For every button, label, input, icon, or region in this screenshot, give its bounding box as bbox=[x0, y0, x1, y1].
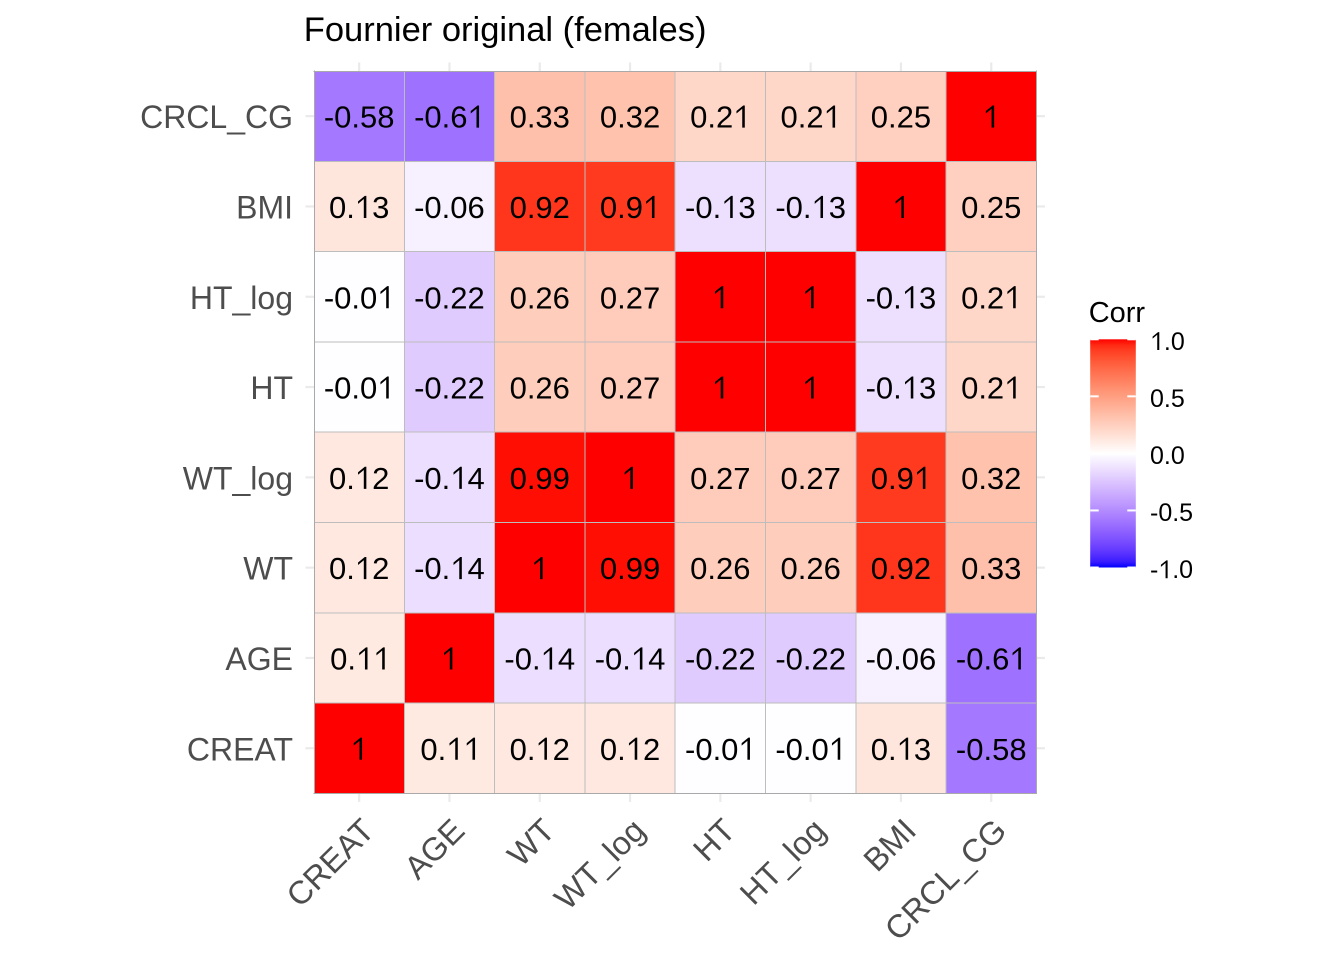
svg-text:0.27: 0.27 bbox=[780, 461, 840, 496]
svg-text:-0.22: -0.22 bbox=[414, 280, 485, 315]
svg-text:-0.14: -0.14 bbox=[414, 461, 485, 496]
svg-text:HT: HT bbox=[250, 370, 293, 406]
svg-text:0.26: 0.26 bbox=[510, 371, 570, 406]
svg-text:CREAT: CREAT bbox=[187, 731, 293, 767]
svg-text:0.27: 0.27 bbox=[690, 461, 750, 496]
svg-text:-0.13: -0.13 bbox=[866, 371, 937, 406]
svg-text:0.99: 0.99 bbox=[510, 461, 570, 496]
svg-text:-: - bbox=[1150, 556, 1158, 584]
svg-text:-0.06: -0.06 bbox=[414, 190, 485, 225]
svg-text:0.25: 0.25 bbox=[961, 190, 1021, 225]
svg-text:0.33: 0.33 bbox=[961, 551, 1021, 586]
svg-text:-0.14: -0.14 bbox=[595, 641, 666, 676]
svg-text:-0.14: -0.14 bbox=[414, 551, 485, 586]
svg-text:0.33: 0.33 bbox=[510, 100, 570, 135]
svg-text:-0.06: -0.06 bbox=[866, 641, 937, 676]
svg-text:0.26: 0.26 bbox=[780, 551, 840, 586]
svg-text:BMI: BMI bbox=[236, 189, 293, 225]
svg-text:0.27: 0.27 bbox=[600, 280, 660, 315]
svg-text:0.26: 0.26 bbox=[690, 551, 750, 586]
svg-text:0.27: 0.27 bbox=[600, 371, 660, 406]
svg-text:WT: WT bbox=[243, 551, 293, 587]
svg-text:-0.13: -0.13 bbox=[685, 190, 756, 225]
svg-text:.0: .0 bbox=[1164, 328, 1185, 356]
svg-text:-0.58: -0.58 bbox=[324, 100, 395, 135]
svg-text:Corr: Corr bbox=[1089, 297, 1146, 329]
svg-text:0.26: 0.26 bbox=[510, 280, 570, 315]
svg-text:-0.22: -0.22 bbox=[685, 641, 756, 676]
svg-text:0.0: 0.0 bbox=[1150, 442, 1185, 470]
svg-text:-0.22: -0.22 bbox=[775, 641, 846, 676]
svg-text:.0: .0 bbox=[1172, 556, 1193, 584]
svg-text:WT_log: WT_log bbox=[183, 460, 293, 496]
svg-text:-0.13: -0.13 bbox=[866, 280, 937, 315]
svg-text:HT_log: HT_log bbox=[190, 280, 293, 316]
svg-text:-0.58: -0.58 bbox=[956, 732, 1027, 767]
svg-text:0.32: 0.32 bbox=[961, 461, 1021, 496]
svg-text:0.92: 0.92 bbox=[510, 190, 570, 225]
svg-text:-0.22: -0.22 bbox=[414, 371, 485, 406]
svg-text:0.99: 0.99 bbox=[600, 551, 660, 586]
svg-text:CRCL_CG: CRCL_CG bbox=[140, 99, 293, 135]
svg-text:0.5: 0.5 bbox=[1150, 385, 1185, 413]
svg-text:0.25: 0.25 bbox=[871, 100, 931, 135]
svg-text:0.92: 0.92 bbox=[871, 551, 931, 586]
svg-text:AGE: AGE bbox=[225, 641, 293, 677]
svg-text:-0.14: -0.14 bbox=[504, 641, 575, 676]
svg-text:-0.5: -0.5 bbox=[1150, 499, 1193, 527]
svg-text:Fournier original (females): Fournier original (females) bbox=[304, 11, 707, 49]
svg-text:0.32: 0.32 bbox=[600, 100, 660, 135]
svg-text:-0.13: -0.13 bbox=[775, 190, 846, 225]
